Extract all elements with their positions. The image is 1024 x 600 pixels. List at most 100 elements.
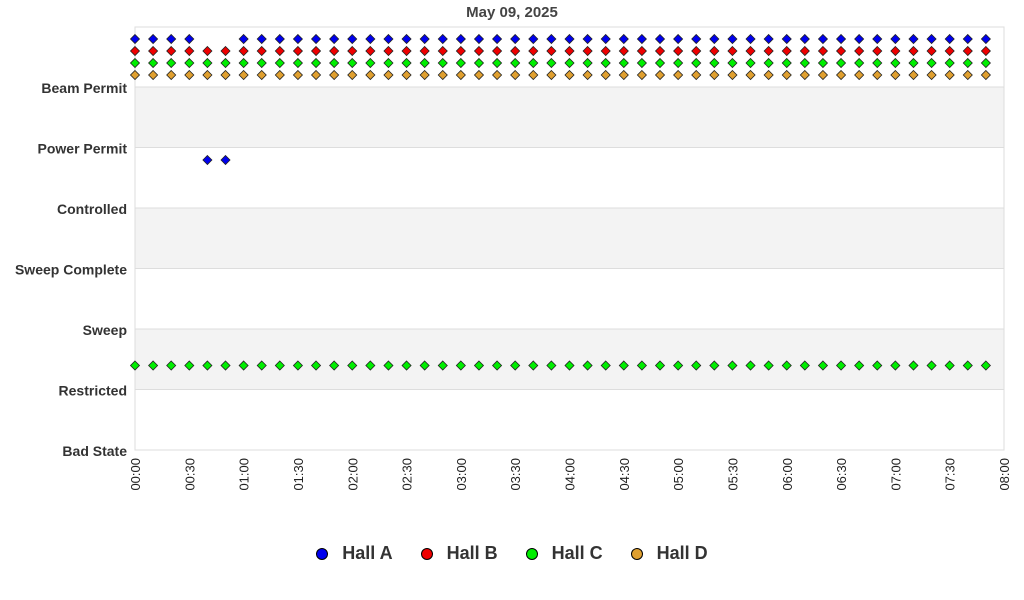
data-point-hall-b xyxy=(310,45,322,57)
data-point-hall-c xyxy=(256,360,267,371)
data-point-hall-d xyxy=(799,69,810,81)
data-point-hall-d xyxy=(292,69,304,81)
data-point-hall-a xyxy=(184,33,195,45)
y-tick-label: Power Permit xyxy=(38,141,128,157)
data-point-hall-b xyxy=(546,45,557,57)
data-point-hall-b xyxy=(419,45,430,57)
data-point-hall-c xyxy=(492,57,503,69)
legend-swatch-icon xyxy=(316,547,329,560)
data-point-hall-c xyxy=(510,360,521,371)
data-point-hall-a xyxy=(383,33,394,45)
x-tick-label: 06:30 xyxy=(834,458,849,491)
data-point-hall-b xyxy=(492,45,503,57)
data-point-hall-d xyxy=(564,69,575,81)
data-point-hall-b xyxy=(383,45,394,57)
data-point-hall-d xyxy=(835,69,847,81)
data-point-hall-b xyxy=(129,45,141,57)
data-point-hall-a xyxy=(890,33,901,45)
data-point-hall-c xyxy=(781,57,792,69)
data-point-hall-a xyxy=(492,33,503,45)
data-point-hall-d xyxy=(618,69,629,81)
plot-band xyxy=(134,389,1005,451)
data-point-hall-a xyxy=(510,33,521,45)
data-point-hall-b xyxy=(528,45,539,57)
data-point-hall-c xyxy=(310,57,322,69)
data-point-hall-a xyxy=(854,33,865,45)
data-point-hall-a xyxy=(944,33,955,45)
data-point-hall-b xyxy=(636,45,647,57)
data-point-hall-a xyxy=(709,33,720,45)
x-tick-label: 03:30 xyxy=(508,458,523,491)
data-point-hall-a xyxy=(401,33,412,45)
data-point-hall-c xyxy=(817,57,829,69)
legend: Hall A Hall B Hall C Hall D xyxy=(0,543,1024,564)
data-point-hall-a xyxy=(347,33,358,45)
data-point-hall-c xyxy=(745,57,756,69)
data-point-hall-d xyxy=(329,69,340,81)
data-point-hall-a xyxy=(872,33,883,45)
data-point-hall-c xyxy=(329,57,340,69)
data-point-hall-c xyxy=(854,57,865,69)
data-point-hall-d xyxy=(654,69,666,81)
data-point-hall-c xyxy=(274,360,285,371)
data-point-hall-b xyxy=(365,45,376,57)
data-point-hall-c xyxy=(709,57,720,69)
data-point-hall-b xyxy=(835,45,847,57)
data-point-hall-c xyxy=(763,57,774,69)
data-point-hall-d xyxy=(238,69,249,81)
data-point-hall-a xyxy=(926,33,937,45)
data-point-hall-d xyxy=(455,69,466,81)
data-point-hall-d xyxy=(763,69,774,81)
data-point-hall-a xyxy=(673,33,684,45)
x-tick-label: 01:00 xyxy=(237,458,252,491)
data-point-hall-a xyxy=(310,33,322,45)
x-tick-label: 07:30 xyxy=(943,458,958,491)
data-point-hall-c xyxy=(564,360,575,371)
y-tick-label: Sweep xyxy=(83,322,127,338)
x-tick-label: 02:00 xyxy=(345,458,360,491)
data-point-hall-d xyxy=(781,69,792,81)
data-point-hall-d xyxy=(310,69,322,81)
data-point-hall-c xyxy=(238,360,249,371)
data-point-hall-c xyxy=(329,360,340,371)
data-point-hall-d xyxy=(473,69,485,81)
data-point-hall-b xyxy=(817,45,829,57)
x-tick-label: 04:30 xyxy=(617,458,632,491)
data-point-hall-c xyxy=(980,360,991,371)
data-point-hall-d xyxy=(256,69,267,81)
data-point-hall-d xyxy=(365,69,376,81)
plot-bands xyxy=(134,26,1005,451)
data-point-hall-b xyxy=(184,45,195,57)
data-point-hall-d xyxy=(437,69,448,81)
data-point-hall-d xyxy=(745,69,756,81)
data-point-hall-b xyxy=(618,45,629,57)
data-point-hall-c xyxy=(962,57,973,69)
data-point-hall-c xyxy=(455,57,466,69)
data-point-hall-c xyxy=(854,360,865,371)
data-point-hall-c xyxy=(473,360,485,371)
legend-label: Hall B xyxy=(446,543,498,563)
legend-swatch-icon xyxy=(525,547,538,560)
data-point-hall-c xyxy=(781,360,792,371)
data-point-hall-a xyxy=(817,33,829,45)
plot-band xyxy=(134,86,1005,148)
data-point-hall-b xyxy=(799,45,810,57)
data-point-hall-b xyxy=(962,45,973,57)
x-tick-label: 02:30 xyxy=(400,458,415,491)
data-point-hall-c xyxy=(727,360,738,371)
data-point-hall-c xyxy=(654,360,666,371)
data-point-hall-c xyxy=(564,57,575,69)
legend-label: Hall C xyxy=(551,543,603,563)
data-point-hall-b xyxy=(654,45,666,57)
data-point-hall-c xyxy=(129,360,141,371)
data-point-hall-c xyxy=(546,57,557,69)
plot-band xyxy=(134,207,1005,269)
data-point-hall-a xyxy=(202,154,213,166)
data-point-hall-d xyxy=(492,69,503,81)
data-point-hall-b xyxy=(727,45,738,57)
data-point-hall-a xyxy=(799,33,810,45)
data-point-hall-c xyxy=(546,360,557,371)
data-point-hall-b xyxy=(510,45,521,57)
data-point-hall-a xyxy=(528,33,539,45)
data-point-hall-b xyxy=(691,45,702,57)
